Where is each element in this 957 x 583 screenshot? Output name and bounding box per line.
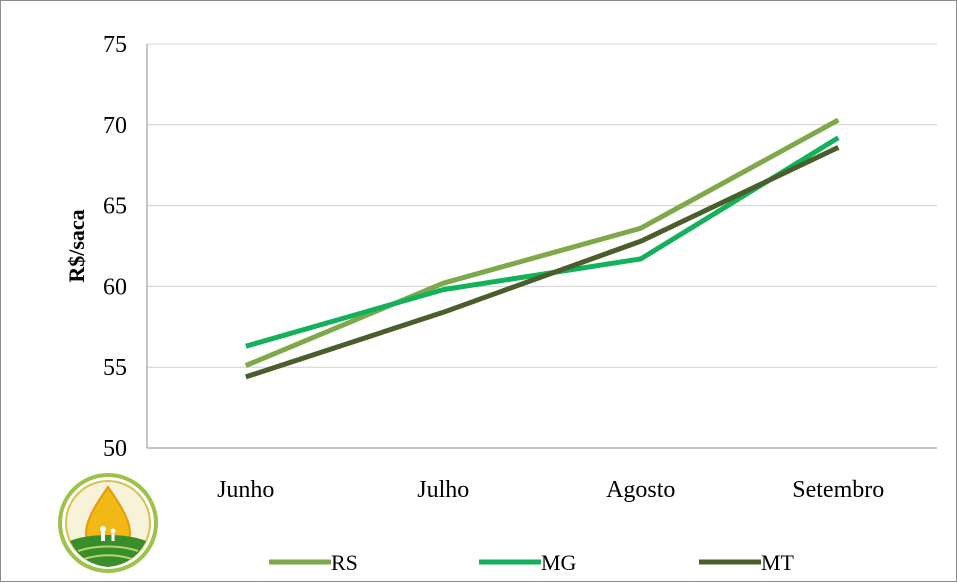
y-tick-label: 60	[103, 274, 127, 300]
series-line-mt	[245, 145, 840, 380]
axes	[146, 44, 937, 449]
legend-label-mt: MT	[761, 550, 795, 575]
y-tick-label: 75	[103, 32, 127, 58]
series-lines	[244, 117, 840, 380]
legend: RS MG MT	[269, 550, 795, 575]
x-tick-label: Setembro	[792, 477, 884, 503]
series-line-rs	[244, 117, 840, 368]
drop-with-field-logo	[58, 473, 158, 573]
x-tick-label: Julho	[417, 477, 469, 503]
y-tick-label: 50	[103, 436, 127, 462]
y-axis-label: R$/saca	[64, 209, 89, 282]
x-tick-label: Agosto	[606, 477, 675, 503]
legend-label-mg: MG	[541, 550, 577, 575]
legend-label-rs: RS	[331, 550, 358, 575]
x-tick-labels: Junho Julho Agosto Setembro	[217, 477, 884, 503]
y-tick-label: 55	[103, 355, 127, 381]
y-tick-label: 65	[103, 194, 127, 220]
gridlines	[147, 43, 937, 368]
y-tick-labels: 50 55 60 65 70 75	[103, 32, 127, 462]
y-tick-label: 70	[103, 113, 127, 139]
x-tick-label: Junho	[217, 477, 274, 503]
